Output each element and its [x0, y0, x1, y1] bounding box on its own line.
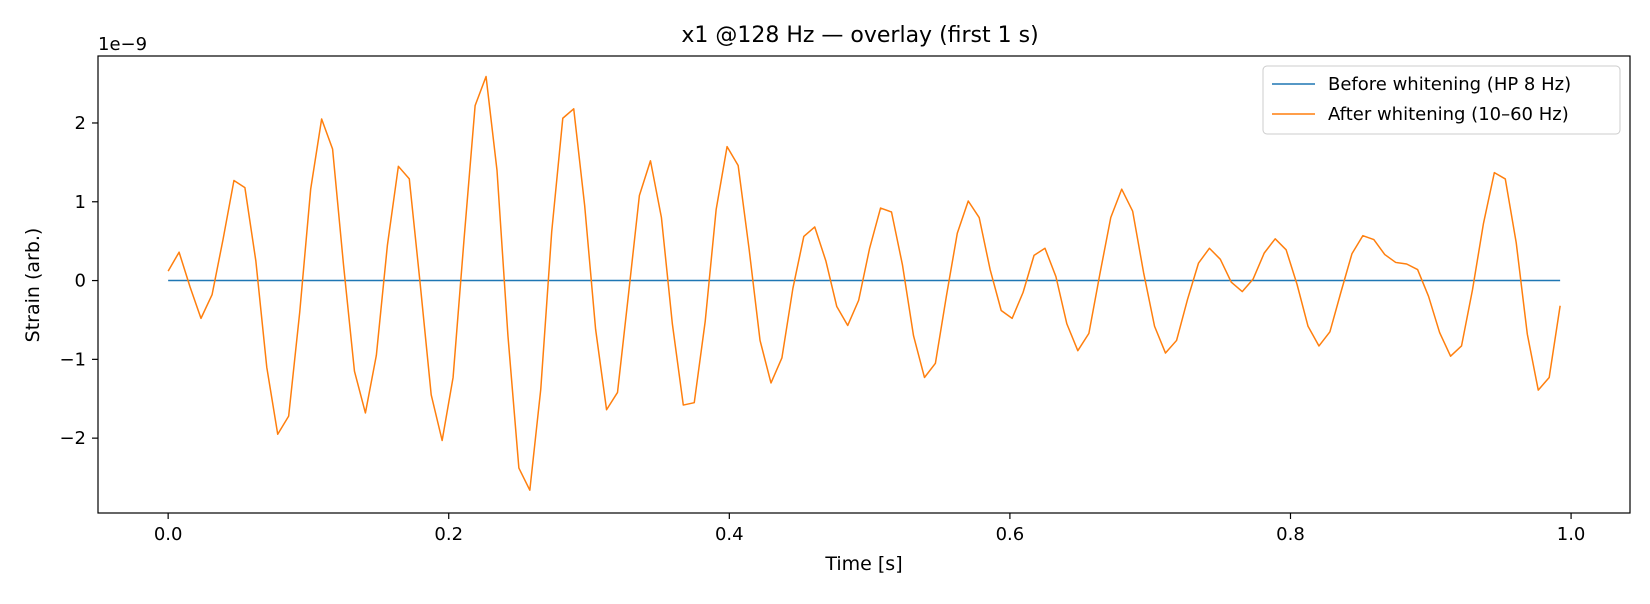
x-axis-ticks: 0.0 0.2 0.4 0.6 0.8 1.0 [154, 513, 1586, 545]
y-tick-label: −2 [59, 428, 86, 449]
plot-series [167, 75, 1561, 491]
x-tick-label: 1.0 [1557, 524, 1586, 545]
x-tick-label: 0.2 [434, 524, 463, 545]
x-tick-label: 0.6 [996, 524, 1025, 545]
x-tick-label: 0.0 [154, 524, 183, 545]
legend-label-before-whitening: Before whitening (HP 8 Hz) [1328, 74, 1571, 95]
y-axis-ticks: −2 −1 0 1 2 [59, 113, 98, 449]
x-axis-label: Time [s] [824, 553, 902, 575]
legend-label-after-whitening: After whitening (10–60 Hz) [1328, 104, 1569, 125]
chart-title: x1 @128 Hz — overlay (first 1 s) [681, 23, 1038, 48]
y-offset-label: 1e−9 [98, 34, 147, 55]
series-line-after-whitening [167, 75, 1561, 491]
y-tick-label: 2 [75, 113, 86, 134]
y-axis-label: Strain (arb.) [22, 228, 44, 343]
plot-frame [97, 55, 1631, 514]
legend: Before whitening (HP 8 Hz) After whiteni… [1262, 65, 1621, 135]
y-tick-label: −1 [59, 349, 86, 370]
y-tick-label: 0 [75, 271, 86, 292]
y-tick-label: 1 [75, 192, 86, 213]
legend-box [1262, 65, 1621, 135]
x-tick-label: 0.8 [1276, 524, 1305, 545]
x-tick-label: 0.4 [715, 524, 744, 545]
